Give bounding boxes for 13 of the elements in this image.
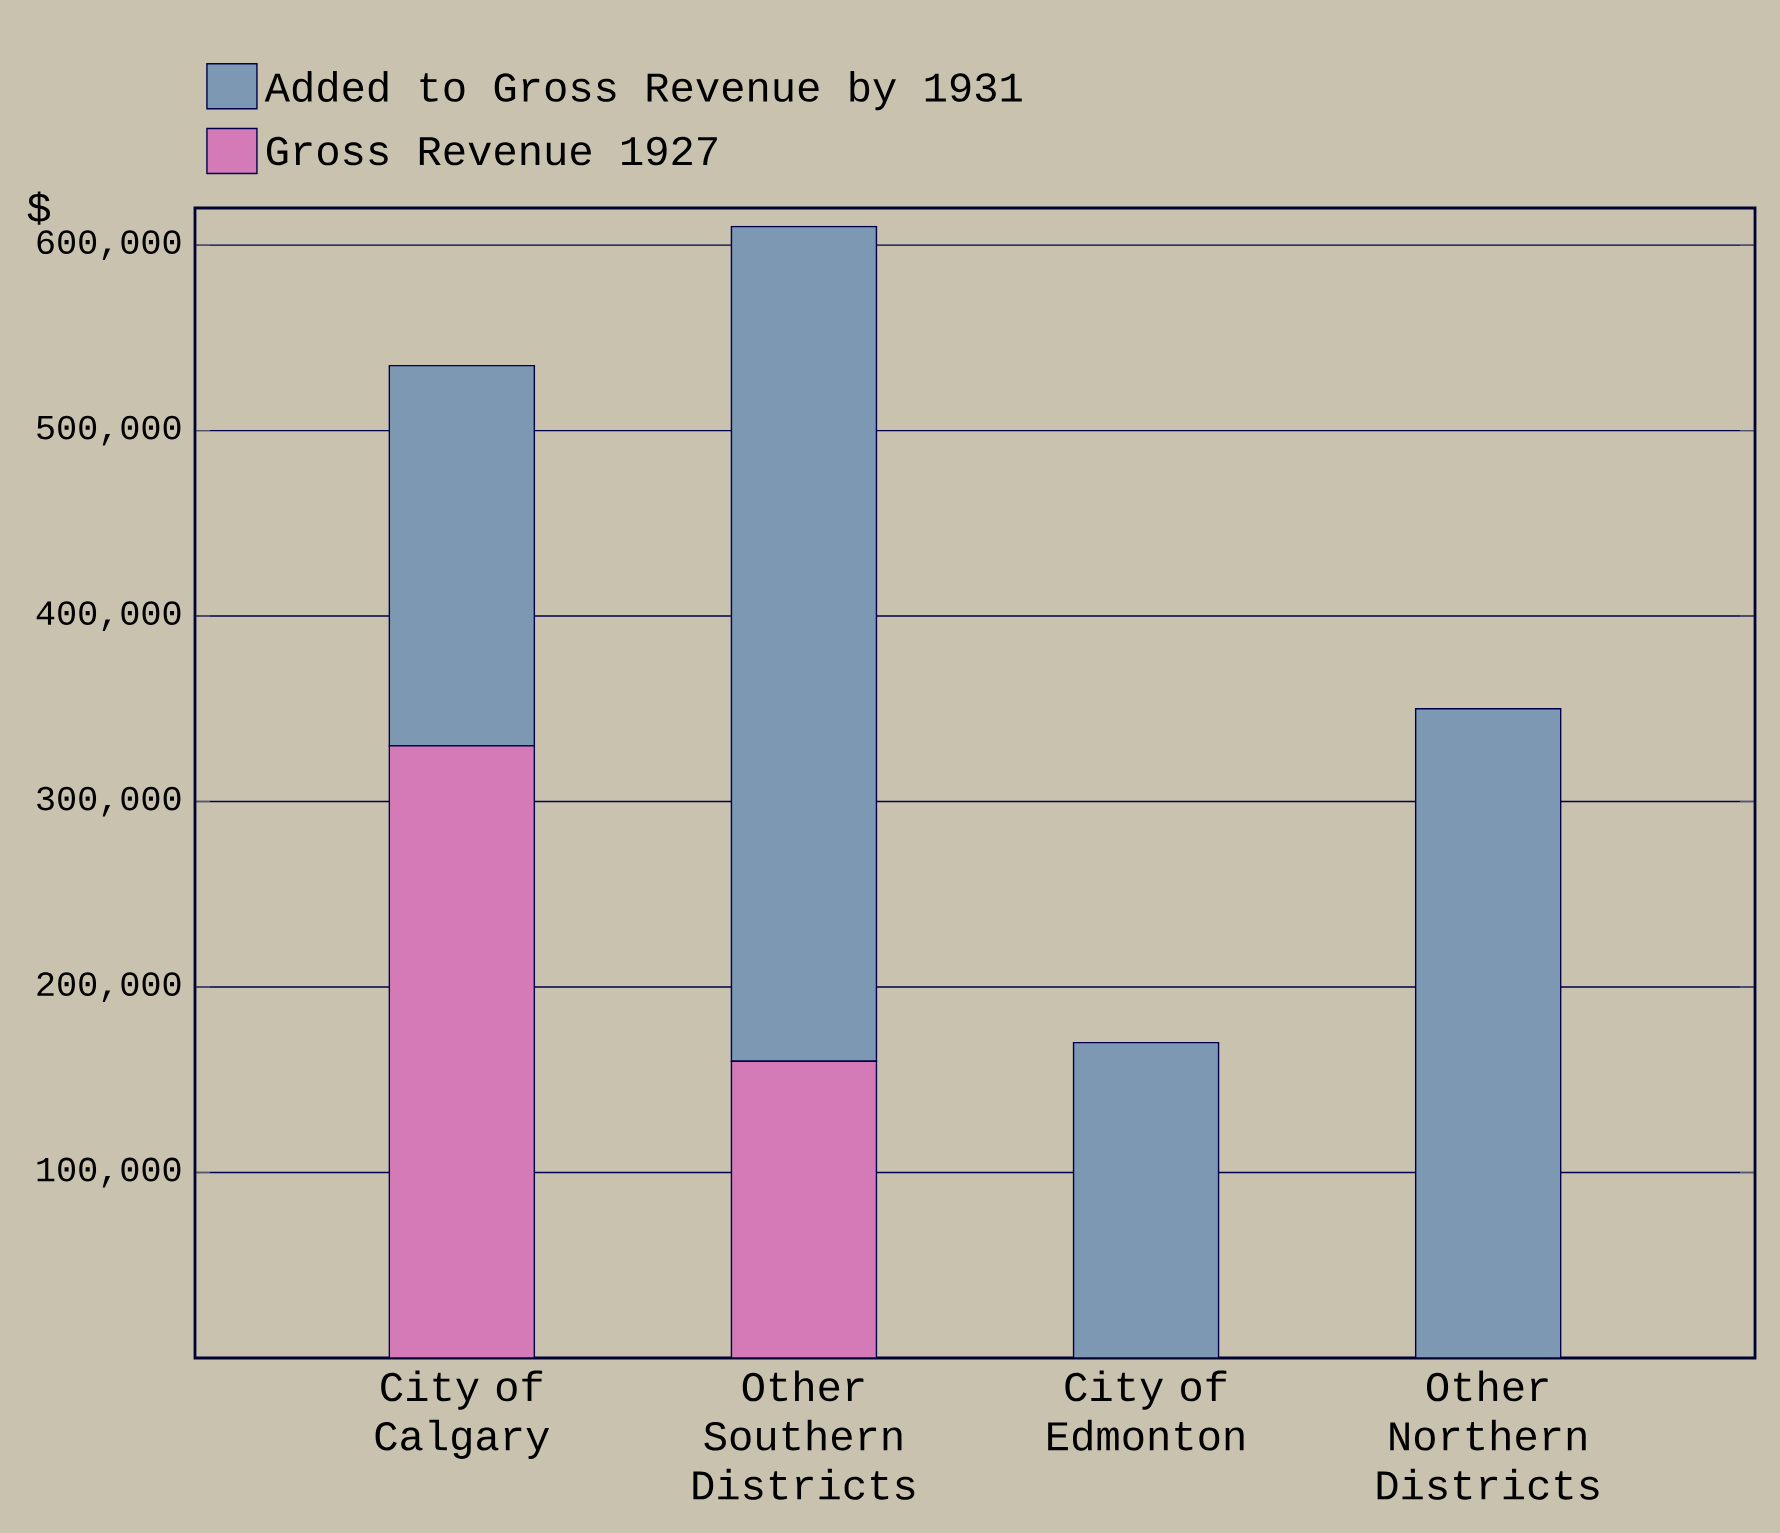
- legend-label: Gross Revenue 1927: [267, 136, 717, 166]
- y-tick-label: 400,000: [36, 601, 181, 631]
- x-tick-label: Other Northern Districts: [1377, 1370, 1599, 1500]
- y-tick-label: 200,000: [37, 972, 181, 1002]
- y-tick-label: 500,000: [37, 415, 181, 446]
- y-tick-label: 600,000: [37, 230, 181, 260]
- x-tick-label: City of Calgary: [375, 1370, 550, 1459]
- x-tick-label: Other Southern Districts: [693, 1370, 915, 1500]
- y-axis-title: $: [27, 191, 51, 225]
- legend-label: Added to Gross Revenue by 1931: [264, 70, 1022, 111]
- x-tick-label: City of Edmonton: [1048, 1370, 1244, 1451]
- y-tick-label: 300,000: [37, 786, 181, 817]
- y-tick-label: 100,000: [37, 1157, 181, 1188]
